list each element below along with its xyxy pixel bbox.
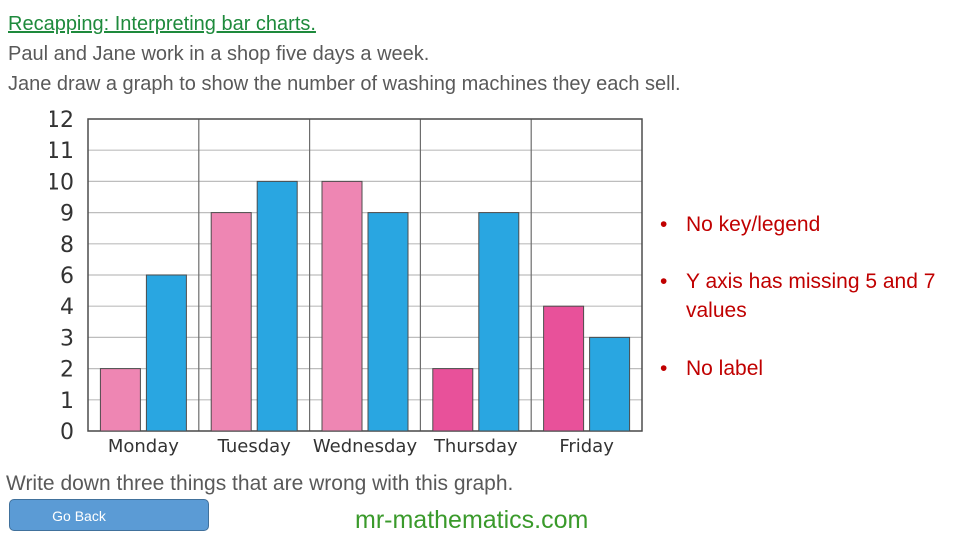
y-tick-label: 1 [60, 389, 74, 414]
y-tick-label: 3 [60, 326, 74, 351]
x-tick-label: Thursday [433, 436, 518, 457]
x-tick-label: Wednesday [313, 436, 418, 457]
y-tick-label: 2 [60, 358, 74, 383]
bar-pink [210, 212, 252, 432]
bar-pink [432, 368, 474, 432]
bar-pink [99, 368, 141, 432]
note-missing-values: • Y axis has missing 5 and 7 values [660, 267, 950, 325]
x-tick-label: Friday [559, 436, 614, 457]
note-text: Y axis has missing 5 and 7 values [686, 270, 936, 322]
y-tick-label: 11 [50, 139, 74, 164]
bar-blue [256, 180, 298, 432]
y-tick-label: 9 [60, 202, 74, 227]
bar-blue [367, 212, 409, 432]
y-tick-label: 6 [60, 264, 74, 289]
note-bullet: • [660, 213, 668, 236]
x-tick-label: Monday [108, 436, 179, 457]
note-text: No label [686, 357, 764, 380]
note-text: No key/legend [686, 213, 821, 236]
y-tick-label: 0 [60, 420, 74, 445]
site-credit: mr-mathematics.com [355, 506, 589, 534]
question-text: Write down three things that are wrong w… [6, 472, 514, 495]
bar-blue [145, 274, 187, 432]
y-tick-label: 8 [60, 233, 74, 258]
note-bullet: • [660, 270, 668, 293]
bar-blue [478, 212, 520, 432]
intro-line-2: Jane draw a graph to show the number of … [8, 73, 681, 95]
note-no-label: • No label [660, 354, 763, 383]
note-no-legend: • No key/legend [660, 210, 820, 239]
go-back-button[interactable]: Go Back [9, 499, 209, 531]
y-tick-label: 12 [50, 108, 74, 133]
bar-pink [543, 305, 585, 432]
plot-frame [87, 118, 643, 432]
slide-heading: Recapping: Interpreting bar charts. Paul… [8, 9, 681, 99]
slide-title: Recapping: Interpreting bar charts. [8, 13, 316, 35]
note-bullet: • [660, 357, 668, 380]
x-tick-label: Tuesday [217, 436, 292, 457]
intro-line-1: Paul and Jane work in a shop five days a… [8, 43, 430, 65]
bar-blue [589, 336, 631, 432]
y-tick-label: 4 [60, 295, 74, 320]
bar-pink [321, 180, 363, 432]
y-tick-label: 10 [50, 170, 74, 195]
